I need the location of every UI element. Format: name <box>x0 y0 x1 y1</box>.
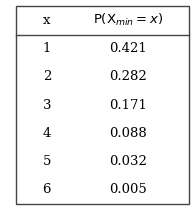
Text: 0.282: 0.282 <box>110 70 147 83</box>
Text: 6: 6 <box>43 183 51 196</box>
Text: 4: 4 <box>43 127 51 140</box>
Text: 0.088: 0.088 <box>110 127 147 140</box>
Bar <box>16 6 189 204</box>
Text: 0.032: 0.032 <box>109 155 147 168</box>
Text: 5: 5 <box>43 155 51 168</box>
Text: 3: 3 <box>43 98 51 112</box>
Text: 0.171: 0.171 <box>109 98 147 112</box>
Text: 0.005: 0.005 <box>110 183 147 196</box>
Text: 1: 1 <box>43 42 51 55</box>
Text: 2: 2 <box>43 70 51 83</box>
Text: 0.421: 0.421 <box>110 42 147 55</box>
Text: $\mathrm{P}(\mathrm{X}_{\mathit{min}} = x)$: $\mathrm{P}(\mathrm{X}_{\mathit{min}} = … <box>93 12 164 28</box>
Text: x: x <box>43 14 51 27</box>
